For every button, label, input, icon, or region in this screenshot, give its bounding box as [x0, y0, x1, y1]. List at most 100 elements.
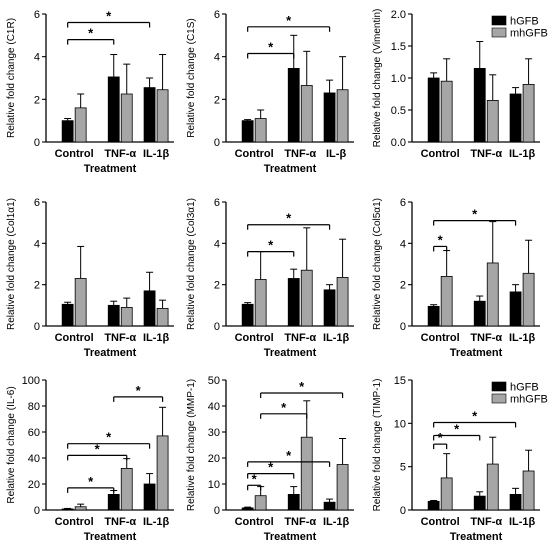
chart-panel-5: 0 2 4 6 Control TNF-α IL-1β Treatment Relative f…	[186, 197, 354, 359]
bar-mhGFB	[120, 467, 133, 511]
category-label: Control	[55, 148, 94, 160]
category-label: IL-1β	[509, 148, 536, 160]
bar-mhGFB	[120, 306, 133, 327]
bar-hGFB	[323, 92, 336, 143]
significance-star: *	[268, 460, 274, 475]
y-axis-title: Relative fold change (C1R)	[6, 18, 17, 138]
y-axis-title: Relative fold change (TIMP-1)	[372, 379, 383, 512]
significance-star: *	[281, 400, 287, 415]
significance-star: *	[438, 232, 444, 247]
chart-panel-4: 0 2 4 6 Control TNF-α IL-1β Treatment Relative f…	[6, 197, 174, 359]
x-axis-title: Treatment	[450, 347, 503, 359]
y-tick-label: 0	[214, 137, 220, 149]
legend-label: mhGFB	[510, 394, 548, 406]
legend-swatch-hGFB	[491, 381, 507, 392]
x-axis-title: Treatment	[84, 531, 137, 543]
bar-mhGFB	[522, 272, 535, 327]
bar-hGFB	[287, 68, 300, 143]
bar-mhGFB	[486, 463, 499, 511]
x-axis-title: Treatment	[84, 347, 137, 359]
category-label: IL-1β	[509, 516, 536, 528]
legend-swatch-mhGFB	[491, 393, 507, 404]
chart-panel-1: 0 2 4 6 Control TNF-α IL-1β Treatment Relative f…	[6, 9, 174, 175]
bar-mhGFB	[120, 93, 133, 143]
category-label: Control	[55, 516, 94, 528]
bar-mhGFB	[300, 436, 313, 511]
bar-hGFB	[241, 120, 254, 143]
y-axis-title: Relative fold change (Col5α1)	[372, 198, 383, 330]
category-label: TNF-α	[470, 148, 502, 160]
x-axis-title: Treatment	[84, 163, 137, 175]
bar-hGFB	[143, 87, 156, 143]
category-label: TNF-α	[470, 516, 502, 528]
category-label: IL-1β	[143, 516, 170, 528]
chart-panel-7: 0 20 40 60 80 100 Control TNF-α IL-1β Treatment Re…	[6, 375, 174, 543]
y-tick-label: 1.5	[391, 41, 406, 53]
significance-star: *	[286, 211, 292, 226]
y-tick-label: 20	[28, 479, 40, 491]
significance-star: *	[106, 9, 112, 24]
y-tick-label: 1.0	[391, 73, 406, 85]
bar-hGFB	[323, 289, 336, 327]
bar-hGFB	[509, 493, 522, 511]
significance-star: *	[286, 13, 292, 28]
y-tick-label: 80	[28, 401, 40, 413]
significance-star: *	[136, 383, 142, 398]
bar-hGFB	[107, 493, 120, 511]
y-tick-label: 0	[214, 505, 220, 517]
significance-star: *	[106, 430, 112, 445]
y-axis-title: Relative fold change (C1S)	[186, 18, 197, 138]
y-tick-label: 6	[214, 197, 220, 209]
category-label: TNF-α	[284, 148, 316, 160]
bar-hGFB	[427, 305, 440, 327]
y-tick-label: 2	[34, 280, 40, 292]
bar-hGFB	[143, 483, 156, 511]
legend-label: hGFB	[510, 16, 539, 28]
category-label: TNF-α	[104, 516, 136, 528]
y-tick-label: 0	[214, 321, 220, 333]
y-tick-label: 2	[400, 280, 406, 292]
y-tick-label: 0	[34, 137, 40, 149]
y-tick-label: 6	[214, 9, 220, 21]
x-axis-title: Treatment	[264, 347, 317, 359]
chart-panel-6: 0 2 4 6 Control TNF-α IL-1β Treatment Relative f…	[372, 197, 540, 359]
legend-label: hGFB	[510, 382, 539, 394]
bar-mhGFB	[486, 262, 499, 327]
y-tick-label: 0	[34, 321, 40, 333]
bar-hGFB	[427, 77, 440, 143]
y-tick-label: 5	[400, 462, 406, 474]
bar-mhGFB	[486, 100, 499, 143]
bar-mhGFB	[156, 89, 169, 143]
y-tick-label: 30	[208, 427, 220, 439]
significance-star: *	[286, 448, 292, 463]
y-tick-label: 0	[34, 505, 40, 517]
y-tick-label: 4	[34, 52, 40, 64]
category-label: TNF-α	[284, 332, 316, 344]
bar-hGFB	[427, 500, 440, 511]
y-tick-label: 6	[34, 9, 40, 21]
y-tick-label: 2	[214, 280, 220, 292]
legend-swatch-mhGFB	[491, 27, 507, 38]
y-tick-label: 0	[400, 505, 406, 517]
bar-hGFB	[473, 68, 486, 143]
category-label: TNF-α	[104, 148, 136, 160]
y-tick-label: 6	[400, 197, 406, 209]
bar-hGFB	[61, 508, 74, 511]
y-axis-title: Relative fold change (Col3α1)	[186, 198, 197, 330]
x-axis-title: Treatment	[264, 163, 317, 175]
category-label: IL-β	[326, 148, 346, 160]
chart-panel-2: 0 2 4 6 Control TNF-α IL-β Treatment Relative fo…	[186, 9, 354, 175]
bar-mhGFB	[336, 277, 349, 327]
y-tick-label: 10	[208, 479, 220, 491]
x-axis-title: Treatment	[264, 531, 317, 543]
bar-mhGFB	[522, 470, 535, 511]
y-tick-label: 4	[400, 238, 406, 250]
bar-hGFB	[287, 278, 300, 327]
bar-hGFB	[61, 120, 74, 143]
category-label: Control	[421, 516, 460, 528]
significance-star: *	[252, 471, 258, 486]
significance-star: *	[88, 474, 94, 489]
bar-mhGFB	[300, 269, 313, 327]
category-label: TNF-α	[470, 332, 502, 344]
significance-star: *	[299, 379, 305, 394]
